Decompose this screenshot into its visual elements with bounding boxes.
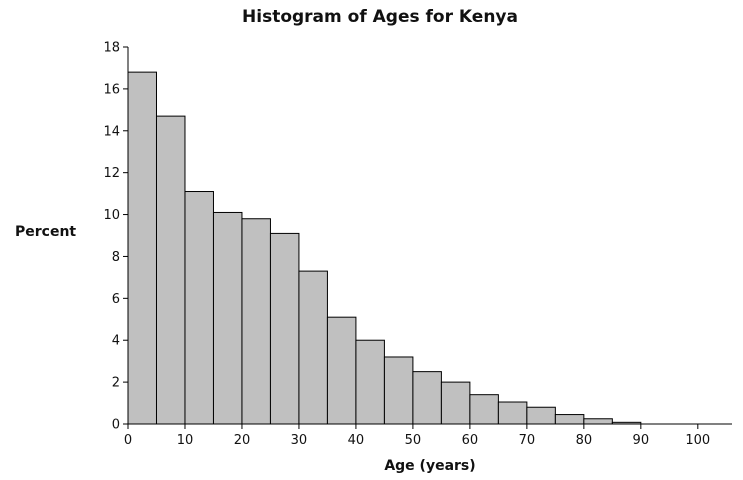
y-tick-label-16: 16 xyxy=(103,82,120,97)
histogram-bar-10-15 xyxy=(184,191,214,425)
histogram-bar-50-55 xyxy=(412,371,442,425)
histogram-bar-5-10 xyxy=(155,115,186,425)
histogram-bar-60-65 xyxy=(469,394,499,425)
y-tick-label-0: 0 xyxy=(112,418,120,433)
y-tick-label-14: 14 xyxy=(103,124,120,139)
histogram-bar-0-5 xyxy=(127,71,157,425)
bars-group xyxy=(127,71,642,425)
histogram-bar-55-60 xyxy=(440,381,471,425)
chart-title: Histogram of Ages for Kenya xyxy=(242,7,518,27)
histogram-bar-15-20 xyxy=(212,211,243,425)
x-axis-label: Age (years) xyxy=(384,458,475,474)
y-tick-label-4: 4 xyxy=(112,334,120,349)
axes-group: 0 2 4 6 8 10 12 14 16 18 0 10 20 30 40 50 60 70 80 90 100 xyxy=(103,41,732,448)
x-tick-label-30: 30 xyxy=(291,433,308,448)
x-tick-label-70: 70 xyxy=(519,433,536,448)
histogram-bar-80-85 xyxy=(583,418,613,425)
x-tick-label-0: 0 xyxy=(124,433,132,448)
x-tick-label-20: 20 xyxy=(234,433,251,448)
x-tick-label-80: 80 xyxy=(576,433,593,448)
y-tick-label-10: 10 xyxy=(103,208,120,223)
histogram-bar-35-40 xyxy=(326,316,357,425)
x-tick-label-50: 50 xyxy=(405,433,422,448)
y-tick-label-2: 2 xyxy=(112,376,120,391)
histogram-bar-20-25 xyxy=(241,218,271,425)
y-axis-label: Percent xyxy=(15,224,76,240)
histogram-bar-30-35 xyxy=(298,270,328,425)
histogram-bar-75-80 xyxy=(554,414,585,425)
x-tick-label-90: 90 xyxy=(633,433,650,448)
x-tick-label-40: 40 xyxy=(348,433,365,448)
x-tick-label-60: 60 xyxy=(462,433,479,448)
y-tick-label-8: 8 xyxy=(112,250,120,265)
y-tick-label-6: 6 xyxy=(112,292,120,307)
histogram-bar-45-50 xyxy=(383,356,414,425)
histogram-bar-40-45 xyxy=(355,339,385,425)
histogram-bar-70-75 xyxy=(526,406,556,425)
x-tick-label-10: 10 xyxy=(177,433,194,448)
x-tick-label-100: 100 xyxy=(685,433,710,448)
y-tick-label-18: 18 xyxy=(103,41,120,56)
y-tick-label-12: 12 xyxy=(103,166,120,181)
histogram-bar-25-30 xyxy=(269,232,300,425)
histogram-bar-65-70 xyxy=(497,401,528,425)
